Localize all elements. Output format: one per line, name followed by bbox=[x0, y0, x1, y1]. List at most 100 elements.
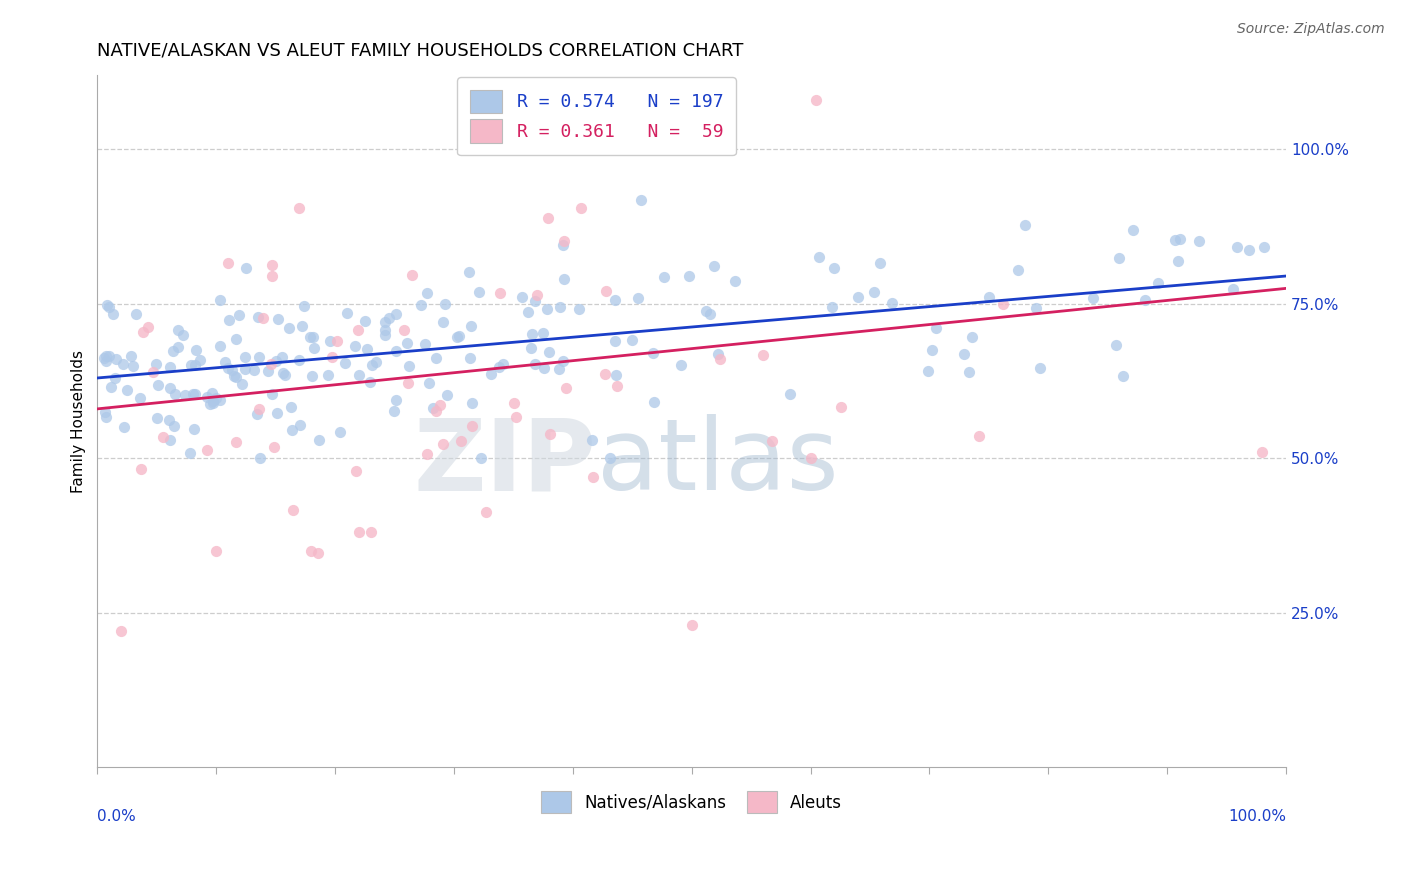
Point bbox=[605, 368, 627, 382]
Point bbox=[222, 369, 245, 384]
Point bbox=[415, 286, 437, 301]
Point bbox=[98, 349, 121, 363]
Point bbox=[384, 307, 406, 321]
Point bbox=[1222, 282, 1244, 296]
Point bbox=[707, 346, 730, 360]
Point bbox=[166, 323, 188, 337]
Point bbox=[422, 401, 444, 415]
Point bbox=[104, 371, 127, 385]
Point bbox=[526, 288, 548, 302]
Point bbox=[198, 397, 221, 411]
Point bbox=[821, 300, 844, 314]
Point bbox=[724, 273, 747, 287]
Point bbox=[488, 286, 510, 301]
Point bbox=[110, 624, 132, 639]
Point bbox=[654, 269, 676, 284]
Point bbox=[225, 370, 247, 384]
Point bbox=[104, 352, 127, 367]
Point bbox=[830, 400, 852, 414]
Point bbox=[163, 387, 186, 401]
Point bbox=[569, 201, 592, 215]
Point bbox=[252, 311, 274, 326]
Point bbox=[267, 312, 290, 326]
Point bbox=[1028, 361, 1050, 376]
Point bbox=[145, 357, 167, 371]
Point bbox=[991, 296, 1014, 310]
Point bbox=[551, 354, 574, 368]
Point bbox=[94, 410, 117, 425]
Point bbox=[917, 364, 939, 378]
Point bbox=[146, 411, 169, 425]
Point bbox=[595, 284, 617, 298]
Point bbox=[333, 356, 356, 370]
Point bbox=[517, 305, 540, 319]
Point bbox=[131, 325, 153, 339]
Point bbox=[298, 330, 321, 344]
Point bbox=[346, 323, 368, 337]
Point bbox=[1112, 369, 1135, 384]
Point bbox=[264, 354, 287, 368]
Point bbox=[401, 268, 423, 282]
Point bbox=[882, 296, 904, 310]
Point bbox=[179, 446, 201, 460]
Point bbox=[100, 380, 122, 394]
Point bbox=[695, 304, 717, 318]
Point bbox=[247, 401, 270, 416]
Point bbox=[418, 376, 440, 390]
Point bbox=[360, 525, 382, 540]
Point bbox=[460, 319, 482, 334]
Point bbox=[582, 470, 605, 484]
Point bbox=[291, 319, 314, 334]
Point bbox=[172, 328, 194, 343]
Point bbox=[129, 391, 152, 405]
Point bbox=[553, 271, 575, 285]
Point bbox=[779, 387, 801, 401]
Point bbox=[1081, 291, 1104, 305]
Point bbox=[953, 347, 976, 361]
Point bbox=[353, 314, 375, 328]
Point bbox=[1168, 232, 1191, 246]
Point bbox=[630, 193, 652, 207]
Point bbox=[621, 333, 644, 347]
Point bbox=[301, 368, 323, 383]
Point bbox=[115, 383, 138, 397]
Point bbox=[799, 451, 821, 466]
Text: ZIP: ZIP bbox=[413, 414, 596, 511]
Point bbox=[599, 451, 621, 466]
Point bbox=[217, 255, 239, 269]
Point bbox=[568, 302, 591, 317]
Point bbox=[510, 290, 533, 304]
Point bbox=[1104, 338, 1126, 352]
Point bbox=[260, 357, 283, 371]
Point bbox=[218, 312, 240, 326]
Point bbox=[461, 418, 484, 433]
Point bbox=[266, 406, 288, 420]
Point bbox=[977, 290, 1000, 304]
Point bbox=[869, 256, 891, 270]
Point bbox=[641, 346, 664, 360]
Point bbox=[681, 618, 703, 632]
Point bbox=[202, 396, 225, 410]
Point bbox=[1007, 262, 1029, 277]
Point bbox=[262, 269, 284, 284]
Point bbox=[1251, 445, 1274, 459]
Point bbox=[537, 211, 560, 225]
Point bbox=[270, 350, 292, 364]
Point bbox=[1108, 251, 1130, 265]
Point bbox=[488, 359, 510, 374]
Point bbox=[307, 546, 329, 560]
Point bbox=[162, 343, 184, 358]
Point bbox=[94, 349, 117, 363]
Point bbox=[260, 387, 283, 401]
Point bbox=[302, 330, 325, 344]
Point bbox=[433, 297, 456, 311]
Point bbox=[823, 260, 845, 275]
Point bbox=[505, 410, 527, 425]
Point bbox=[503, 396, 526, 410]
Point bbox=[347, 525, 370, 540]
Point bbox=[281, 423, 304, 437]
Point bbox=[356, 342, 378, 356]
Point bbox=[260, 258, 283, 272]
Point bbox=[1239, 244, 1261, 258]
Point bbox=[112, 420, 135, 434]
